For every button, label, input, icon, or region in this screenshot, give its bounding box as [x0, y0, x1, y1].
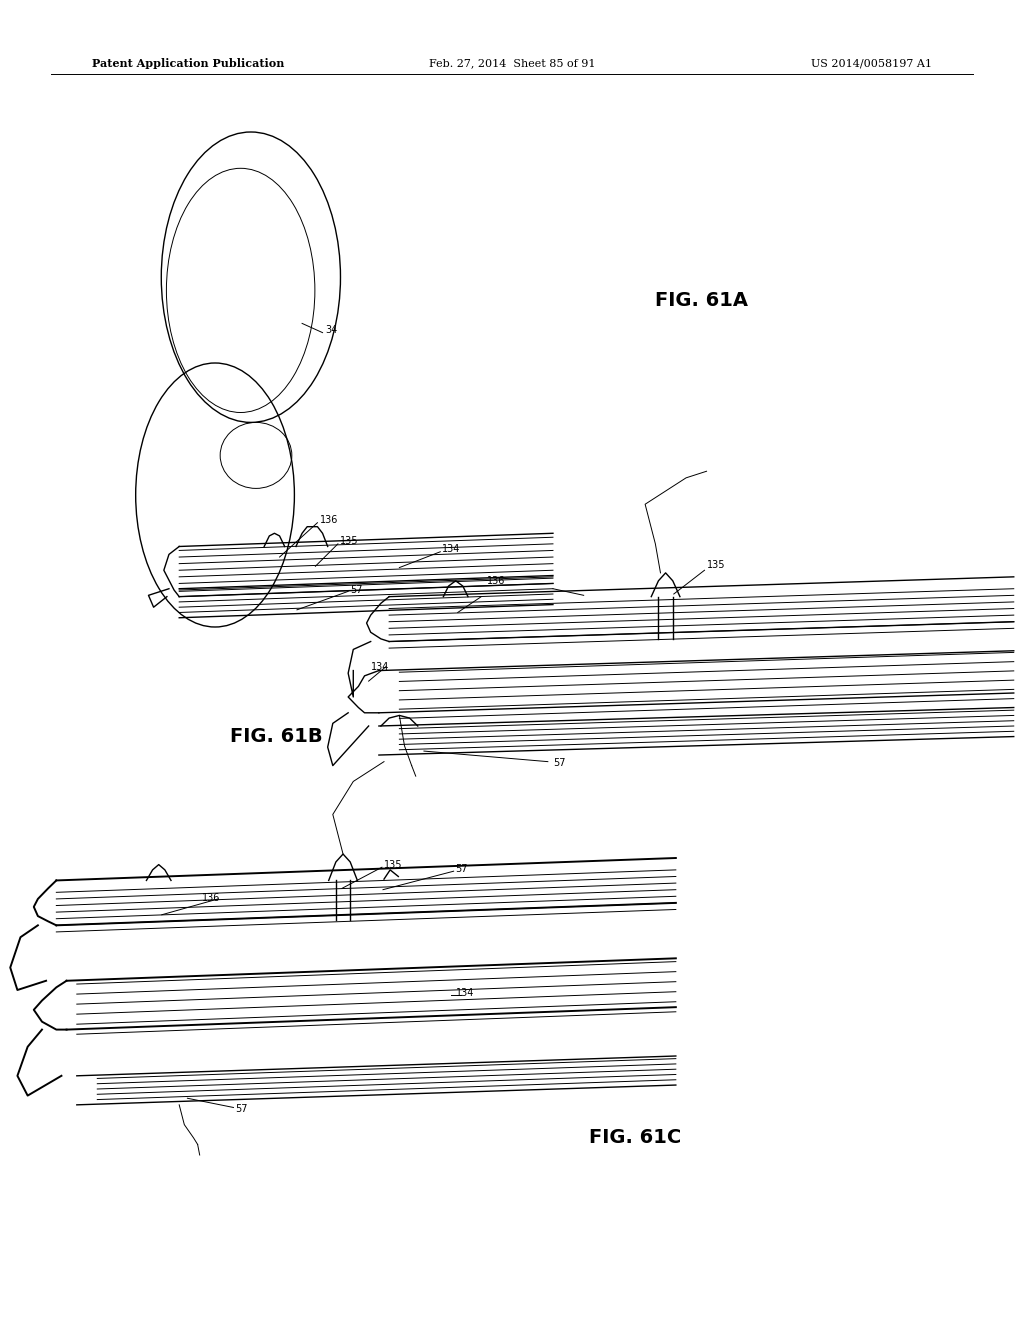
Text: FIG. 61B: FIG. 61B — [230, 727, 323, 746]
Text: 57: 57 — [553, 758, 565, 768]
Text: US 2014/0058197 A1: US 2014/0058197 A1 — [811, 58, 932, 69]
Text: FIG. 61C: FIG. 61C — [589, 1129, 681, 1147]
Text: 136: 136 — [319, 515, 338, 525]
Text: 135: 135 — [707, 560, 725, 570]
Text: 134: 134 — [371, 661, 389, 672]
Text: 136: 136 — [202, 892, 220, 903]
Text: 57: 57 — [236, 1104, 248, 1114]
Text: 57: 57 — [350, 585, 362, 595]
Text: Patent Application Publication: Patent Application Publication — [92, 58, 285, 69]
Text: 134: 134 — [456, 987, 474, 998]
Text: 136: 136 — [487, 576, 506, 586]
Text: 34: 34 — [326, 325, 338, 335]
Text: 135: 135 — [340, 536, 358, 546]
Text: FIG. 61A: FIG. 61A — [655, 292, 748, 310]
Text: 135: 135 — [384, 859, 402, 870]
Text: 134: 134 — [442, 544, 461, 554]
Text: Feb. 27, 2014  Sheet 85 of 91: Feb. 27, 2014 Sheet 85 of 91 — [429, 58, 595, 69]
Text: 57: 57 — [456, 863, 468, 874]
